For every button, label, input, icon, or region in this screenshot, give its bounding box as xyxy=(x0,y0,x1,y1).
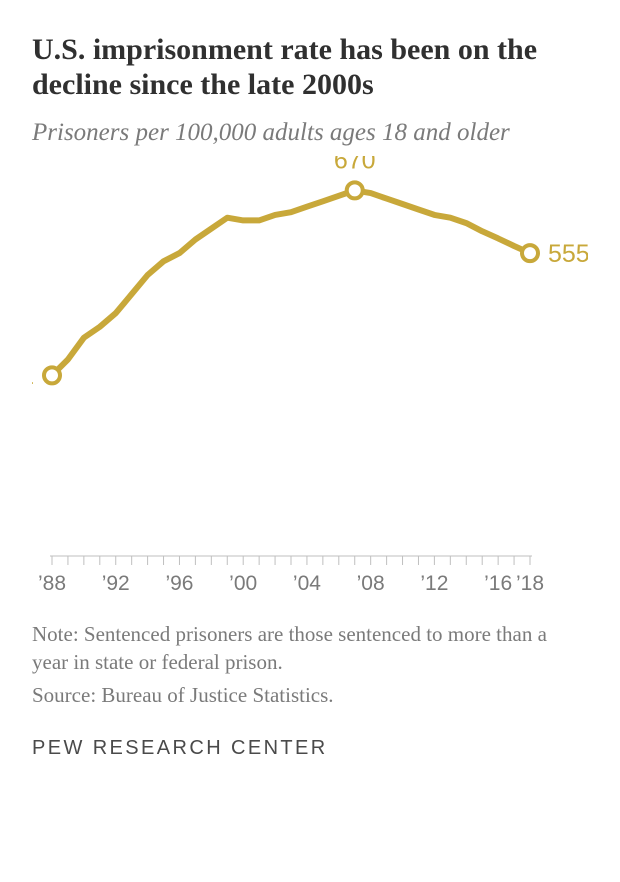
data-point-marker xyxy=(44,367,60,383)
x-tick-label: ’16 xyxy=(484,572,512,595)
figure-container: { "title": "U.S. imprisonment rate has b… xyxy=(0,0,620,882)
data-point-label: 670 xyxy=(334,156,376,174)
x-tick-label: ’88 xyxy=(38,572,66,595)
x-tick-label: ’00 xyxy=(229,572,257,595)
x-tick-label: ’08 xyxy=(357,572,385,595)
chart-source: Source: Bureau of Justice Statistics. xyxy=(32,681,588,709)
line-chart: ’88 ’92 ’96 ’00 ’04 ’08 ’12 ’16’18 331 670 555 xyxy=(32,156,588,616)
x-tick-label: ’18 xyxy=(516,572,544,595)
chart-title: U.S. imprisonment rate has been on the d… xyxy=(32,32,588,103)
x-tick-label: ’04 xyxy=(293,572,321,595)
series-line xyxy=(52,190,530,375)
data-point-marker xyxy=(522,245,538,261)
data-point-marker xyxy=(347,182,363,198)
brand-label: PEW RESEARCH CENTER xyxy=(32,737,588,760)
x-tick-label: ’12 xyxy=(420,572,448,595)
chart-subtitle: Prisoners per 100,000 adults ages 18 and… xyxy=(32,117,588,148)
data-point-label: 555 xyxy=(548,240,588,268)
x-tick-label: ’96 xyxy=(165,572,193,595)
data-point-label: 331 xyxy=(32,362,34,390)
chart-note: Note: Sentenced prisoners are those sent… xyxy=(32,620,588,677)
x-tick-label: ’92 xyxy=(102,572,130,595)
